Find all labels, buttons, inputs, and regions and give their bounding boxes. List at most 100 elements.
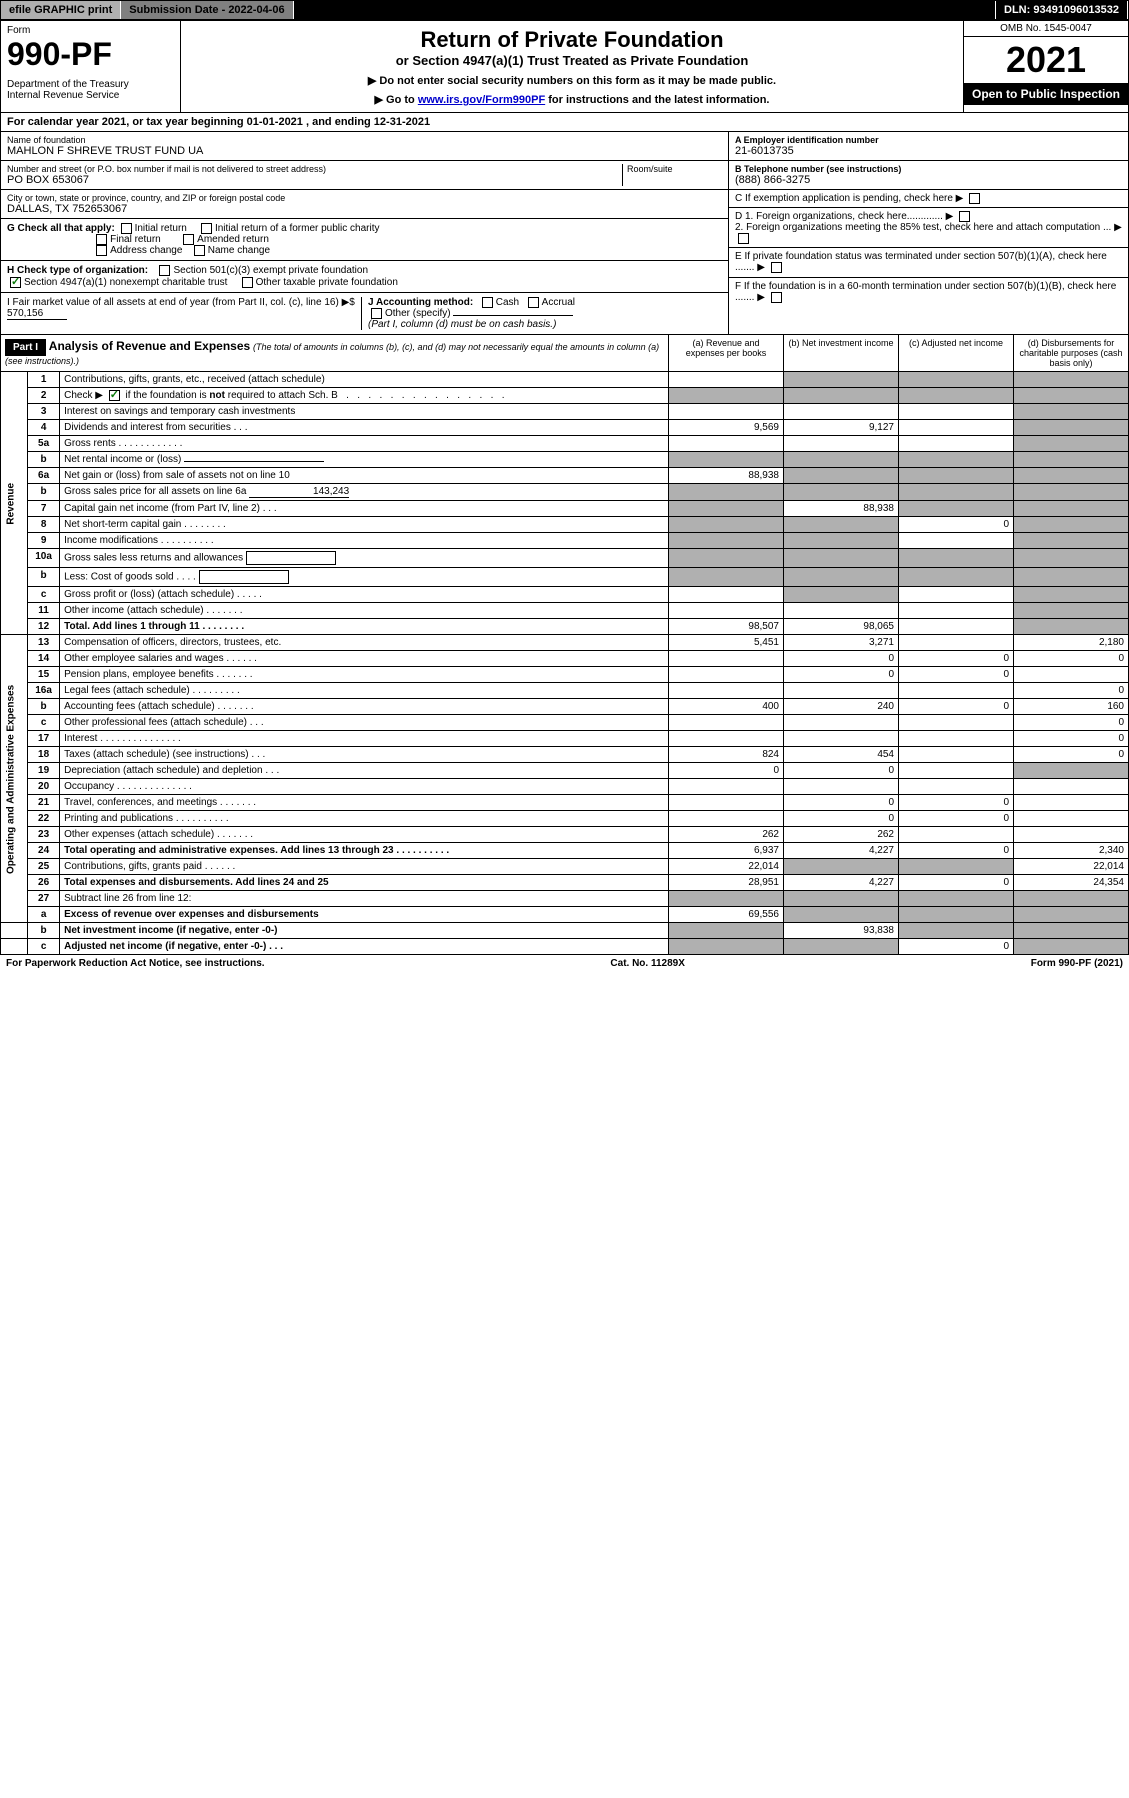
- checkbox-501c3[interactable]: [159, 265, 170, 276]
- table-row: bGross sales price for all assets on lin…: [1, 484, 1129, 501]
- checkbox-initial-former[interactable]: [201, 223, 212, 234]
- table-row: 9Income modifications . . . . . . . . . …: [1, 533, 1129, 549]
- e-cell: E If private foundation status was termi…: [729, 248, 1128, 277]
- checkbox-60month[interactable]: [771, 292, 782, 303]
- table-row: 8Net short-term capital gain . . . . . .…: [1, 517, 1129, 533]
- form-subtitle: or Section 4947(a)(1) Trust Treated as P…: [187, 53, 957, 68]
- form-note1: ▶ Do not enter social security numbers o…: [187, 74, 957, 87]
- table-row: 23Other expenses (attach schedule) . . .…: [1, 827, 1129, 843]
- checkbox-sch-b[interactable]: [109, 390, 120, 401]
- f-cell: F If the foundation is in a 60-month ter…: [729, 278, 1128, 306]
- col-d-head: (d) Disbursements for charitable purpose…: [1013, 335, 1128, 371]
- table-row: 21Travel, conferences, and meetings . . …: [1, 795, 1129, 811]
- checkbox-85pct-test[interactable]: [738, 233, 749, 244]
- omb-number: OMB No. 1545-0047: [964, 21, 1128, 37]
- i-j-row: I Fair market value of all assets at end…: [1, 293, 728, 334]
- form-number: 990-PF: [7, 36, 174, 73]
- checkbox-4947[interactable]: [10, 277, 21, 288]
- footer-left: For Paperwork Reduction Act Notice, see …: [6, 958, 265, 969]
- table-row: 15Pension plans, employee benefits . . .…: [1, 667, 1129, 683]
- checkbox-other-method[interactable]: [371, 308, 382, 319]
- dept-label: Department of the Treasury Internal Reve…: [7, 79, 174, 101]
- table-row: 20Occupancy . . . . . . . . . . . . . .: [1, 779, 1129, 795]
- table-row: bLess: Cost of goods sold . . . .: [1, 568, 1129, 587]
- checkbox-final-return[interactable]: [96, 234, 107, 245]
- info-right: A Employer identification number 21-6013…: [728, 132, 1128, 334]
- checkbox-other-taxable[interactable]: [242, 277, 253, 288]
- header-left: Form 990-PF Department of the Treasury I…: [1, 21, 181, 112]
- table-row: 25Contributions, gifts, grants paid . . …: [1, 859, 1129, 875]
- checkbox-amended[interactable]: [183, 234, 194, 245]
- phone-cell: B Telephone number (see instructions) (8…: [729, 161, 1128, 190]
- part1-table: Revenue 1Contributions, gifts, grants, e…: [0, 372, 1129, 955]
- table-row: 3Interest on savings and temporary cash …: [1, 404, 1129, 420]
- table-row: 12Total. Add lines 1 through 11 . . . . …: [1, 619, 1129, 635]
- info-left: Name of foundation MAHLON F SHREVE TRUST…: [1, 132, 728, 334]
- table-row: 14Other employee salaries and wages . . …: [1, 651, 1129, 667]
- checkbox-status-terminated[interactable]: [771, 262, 782, 273]
- form-header: Form 990-PF Department of the Treasury I…: [0, 20, 1129, 113]
- calendar-year-row: For calendar year 2021, or tax year begi…: [0, 113, 1129, 132]
- city-cell: City or town, state or province, country…: [1, 190, 728, 219]
- table-row: 6aNet gain or (loss) from sale of assets…: [1, 468, 1129, 484]
- table-row: bNet rental income or (loss): [1, 452, 1129, 468]
- form-label: Form: [7, 25, 174, 36]
- info-grid: Name of foundation MAHLON F SHREVE TRUST…: [0, 132, 1129, 335]
- foundation-name-cell: Name of foundation MAHLON F SHREVE TRUST…: [1, 132, 728, 161]
- table-row: 27Subtract line 26 from line 12:: [1, 891, 1129, 907]
- efile-label: efile GRAPHIC print: [1, 1, 121, 19]
- table-row: bNet investment income (if negative, ent…: [1, 923, 1129, 939]
- header-center: Return of Private Foundation or Section …: [181, 21, 963, 112]
- table-row: bAccounting fees (attach schedule) . . .…: [1, 699, 1129, 715]
- address-cell: Number and street (or P.O. box number if…: [1, 161, 728, 190]
- tax-year: 2021: [964, 37, 1128, 83]
- inspection-label: Open to Public Inspection: [964, 83, 1128, 105]
- col-a-head: (a) Revenue and expenses per books: [668, 335, 783, 371]
- submission-date: Submission Date - 2022-04-06: [121, 1, 293, 19]
- checkbox-cash[interactable]: [482, 297, 493, 308]
- revenue-label: Revenue: [1, 372, 28, 635]
- part1-label: Part I: [5, 339, 46, 356]
- d-cell: D 1. Foreign organizations, check here..…: [729, 208, 1128, 248]
- table-row: 11Other income (attach schedule) . . . .…: [1, 603, 1129, 619]
- h-check-row: H Check type of organization: Section 50…: [1, 261, 728, 292]
- table-row: 17Interest . . . . . . . . . . . . . . .…: [1, 731, 1129, 747]
- table-row: 19Depreciation (attach schedule) and dep…: [1, 763, 1129, 779]
- form-note2: ▶ Go to www.irs.gov/Form990PF for instru…: [187, 93, 957, 106]
- table-row: 16aLegal fees (attach schedule) . . . . …: [1, 683, 1129, 699]
- table-row: aExcess of revenue over expenses and dis…: [1, 907, 1129, 923]
- c-cell: C If exemption application is pending, c…: [729, 190, 1128, 208]
- table-row: 10aGross sales less returns and allowanc…: [1, 549, 1129, 568]
- checkbox-foreign-org[interactable]: [959, 211, 970, 222]
- dln-label: DLN: 93491096013532: [996, 1, 1128, 19]
- footer-center: Cat. No. 11289X: [610, 958, 684, 969]
- table-row: 26Total expenses and disbursements. Add …: [1, 875, 1129, 891]
- table-row: cAdjusted net income (if negative, enter…: [1, 939, 1129, 955]
- table-row: 18Taxes (attach schedule) (see instructi…: [1, 747, 1129, 763]
- table-row: 22Printing and publications . . . . . . …: [1, 811, 1129, 827]
- fmv-value: 570,156: [7, 308, 67, 320]
- checkbox-initial-return[interactable]: [121, 223, 132, 234]
- table-row: 4Dividends and interest from securities …: [1, 420, 1129, 436]
- checkbox-name-change[interactable]: [194, 245, 205, 256]
- table-row: 24Total operating and administrative exp…: [1, 843, 1129, 859]
- table-row: Revenue 1Contributions, gifts, grants, e…: [1, 372, 1129, 388]
- checkbox-address-change[interactable]: [96, 245, 107, 256]
- part1-header-row: Part I Analysis of Revenue and Expenses …: [0, 335, 1129, 372]
- table-row: 7Capital gain net income (from Part IV, …: [1, 501, 1129, 517]
- header-right: OMB No. 1545-0047 2021 Open to Public In…: [963, 21, 1128, 112]
- form990pf-link[interactable]: www.irs.gov/Form990PF: [418, 94, 545, 106]
- table-row: Operating and Administrative Expenses 13…: [1, 635, 1129, 651]
- table-row: 5aGross rents . . . . . . . . . . . .: [1, 436, 1129, 452]
- form-title: Return of Private Foundation: [187, 27, 957, 53]
- page-footer: For Paperwork Reduction Act Notice, see …: [0, 955, 1129, 972]
- col-c-head: (c) Adjusted net income: [898, 335, 1013, 371]
- table-row: cOther professional fees (attach schedul…: [1, 715, 1129, 731]
- g-check-row: G Check all that apply: Initial return I…: [1, 219, 728, 261]
- table-row: 2Check ▶ if the foundation is not requir…: [1, 387, 1129, 403]
- checkbox-exemption-pending[interactable]: [969, 193, 980, 204]
- table-row: cGross profit or (loss) (attach schedule…: [1, 587, 1129, 603]
- opex-label: Operating and Administrative Expenses: [1, 635, 28, 923]
- part1-title: Analysis of Revenue and Expenses: [49, 339, 250, 353]
- checkbox-accrual[interactable]: [528, 297, 539, 308]
